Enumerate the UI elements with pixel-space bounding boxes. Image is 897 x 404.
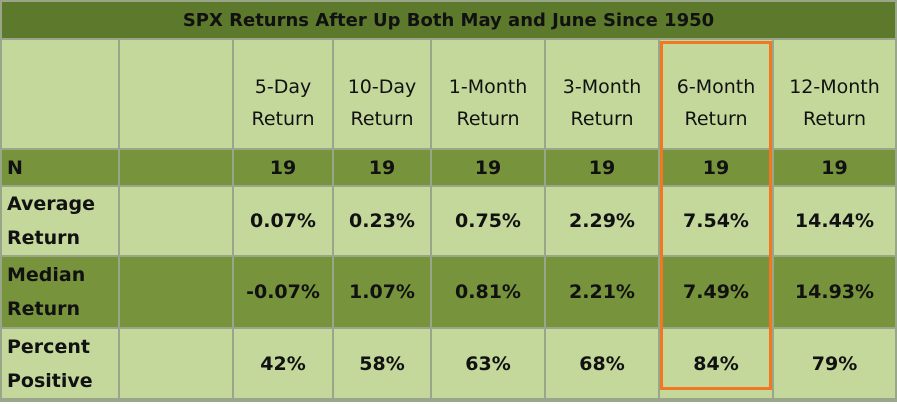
value-cell: 79% [774,329,895,398]
value-cell: 63% [432,329,544,398]
value-cell: 19 [334,150,430,185]
value-cell: 19 [660,150,772,185]
blank-cell [120,329,232,398]
column-header: 3-Month Return [546,40,658,148]
column-header: 12-Month Return [774,40,895,148]
blank-cell [120,40,232,148]
value-cell: 2.21% [546,257,658,327]
value-cell: 0.07% [234,187,332,255]
value-cell: 7.49% [660,257,772,327]
value-cell: 14.93% [774,257,895,327]
row-label: Average Return [2,187,118,255]
table-title: SPX Returns After Up Both May and June S… [2,2,895,38]
value-cell: 0.23% [334,187,430,255]
column-header: 10-Day Return [334,40,430,148]
column-header: 5-Day Return [234,40,332,148]
value-cell: 68% [546,329,658,398]
value-cell: 19 [546,150,658,185]
corner-cell [2,40,118,148]
value-cell: 84% [660,329,772,398]
blank-cell [120,187,232,255]
value-cell: 19 [234,150,332,185]
value-cell: 19 [432,150,544,185]
value-cell: 1.07% [334,257,430,327]
blank-cell [120,257,232,327]
blank-cell [120,150,232,185]
value-cell: 42% [234,329,332,398]
value-cell: 0.81% [432,257,544,327]
value-cell: 14.44% [774,187,895,255]
row-label: N [2,150,118,185]
value-cell: 19 [774,150,895,185]
value-cell: 58% [334,329,430,398]
value-cell: 0.75% [432,187,544,255]
row-label: Median Return [2,257,118,327]
row-label: Percent Positive [2,329,118,398]
column-header: 1-Month Return [432,40,544,148]
value-cell: -0.07% [234,257,332,327]
value-cell: 2.29% [546,187,658,255]
column-header: 6-Month Return [660,40,772,148]
value-cell: 7.54% [660,187,772,255]
